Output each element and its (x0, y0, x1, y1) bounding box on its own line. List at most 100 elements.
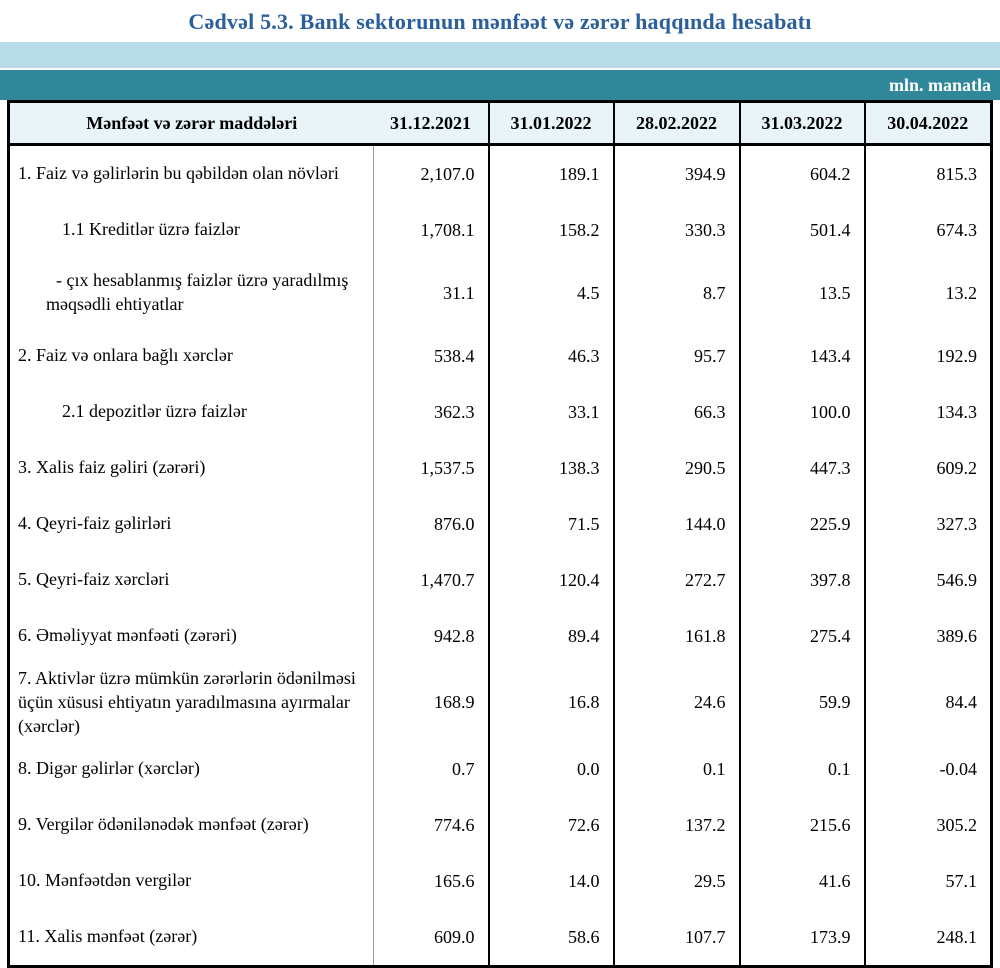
row-value: 1,537.5 (373, 440, 489, 496)
row-label: - çıx hesablanmış faizlər üzrə yaradılmı… (8, 258, 374, 328)
row-value: 290.5 (612, 440, 740, 496)
units-bar: mln. manatla (0, 70, 1000, 100)
row-value: 66.3 (612, 384, 740, 440)
units-label: mln. manatla (888, 75, 991, 95)
row-value: 604.2 (738, 144, 865, 202)
row-value: 89.4 (487, 608, 614, 664)
row-value: 58.6 (487, 909, 614, 967)
row-value: 161.8 (612, 608, 740, 664)
row-value: 272.7 (612, 552, 740, 608)
row-value: 8.7 (612, 258, 740, 328)
col-header-date-5: 30.04.2022 (863, 101, 992, 146)
row-value: 0.1 (612, 741, 740, 798)
table-row: 6. Əməliyyat mənfəəti (zərəri) 942.8 89.… (8, 608, 992, 664)
row-value: 362.3 (373, 384, 489, 440)
row-label: 3. Xalis faiz gəliri (zərəri) (8, 440, 374, 496)
row-value: 4.5 (487, 258, 614, 328)
row-value: 137.2 (612, 797, 740, 854)
row-value: 138.3 (487, 440, 614, 496)
row-label: 1.1 Kreditlər üzrə faizlər (8, 202, 374, 258)
row-value: 1,708.1 (373, 202, 489, 258)
col-header-date-2: 31.01.2022 (487, 101, 614, 146)
row-value: 41.6 (738, 853, 865, 910)
row-value: 173.9 (738, 909, 865, 967)
page-title: Cədvəl 5.3. Bank sektorunun mənfəət və z… (188, 9, 812, 34)
col-header-items: Mənfəət və zərər maddələri (8, 101, 374, 146)
row-value: 71.5 (487, 496, 614, 552)
table-row: 11. Xalis mənfəət (zərər) 609.0 58.6 107… (8, 909, 992, 967)
row-label: 1. Faiz və gəlirlərin bu qəbildən olan n… (8, 144, 374, 202)
row-label: 11. Xalis mənfəət (zərər) (8, 909, 374, 967)
header-row: Mənfəət və zərər maddələri 31.12.2021 31… (8, 101, 992, 146)
row-value: 876.0 (373, 496, 489, 552)
row-value: 14.0 (487, 853, 614, 910)
row-value: 16.8 (487, 664, 614, 742)
row-value: 327.3 (863, 496, 992, 552)
row-value: 189.1 (487, 144, 614, 202)
col-header-date-4: 31.03.2022 (738, 101, 865, 146)
table-row: 4. Qeyri-faiz gəlirləri 876.0 71.5 144.0… (8, 496, 992, 552)
row-value: 72.6 (487, 797, 614, 854)
row-label: 2.1 depozitlər üzrə faizlər (8, 384, 374, 440)
table-row: 8. Digər gəlirlər (xərclər) 0.7 0.0 0.1 … (8, 741, 992, 798)
row-value: 501.4 (738, 202, 865, 258)
table-row: 5. Qeyri-faiz xərcləri 1,470.7 120.4 272… (8, 552, 992, 608)
table-row: 2. Faiz və onlara bağlı xərclər 538.4 46… (8, 328, 992, 384)
row-value: 100.0 (738, 384, 865, 440)
row-value: 674.3 (863, 202, 992, 258)
row-value: 120.4 (487, 552, 614, 608)
row-value: 143.4 (738, 328, 865, 384)
row-value: 248.1 (863, 909, 992, 967)
row-value: 546.9 (863, 552, 992, 608)
row-value: 389.6 (863, 608, 992, 664)
row-value: 134.3 (863, 384, 992, 440)
row-label: 2. Faiz və onlara bağlı xərclər (8, 328, 374, 384)
decor-band-light (0, 42, 1000, 70)
row-value: 305.2 (863, 797, 992, 854)
row-value: 1,470.7 (373, 552, 489, 608)
row-value: 0.1 (738, 741, 865, 798)
table-row: 3. Xalis faiz gəliri (zərəri) 1,537.5 13… (8, 440, 992, 496)
row-value: 538.4 (373, 328, 489, 384)
table-row: 10. Mənfəətdən vergilər 165.6 14.0 29.5 … (8, 853, 992, 910)
row-value: 609.2 (863, 440, 992, 496)
table-row: 7. Aktivlər üzrə mümkün zərərlərin ödəni… (8, 664, 992, 742)
row-value: 29.5 (612, 853, 740, 910)
row-label: 6. Əməliyyat mənfəəti (zərəri) (8, 608, 374, 664)
profit-loss-table: Mənfəət və zərər maddələri 31.12.2021 31… (7, 100, 993, 968)
table-row: 2.1 depozitlər üzrə faizlər 362.3 33.1 6… (8, 384, 992, 440)
row-label: 9. Vergilər ödənilənədək mənfəət (zərər) (8, 797, 374, 854)
row-value: 0.7 (373, 741, 489, 798)
row-value: 225.9 (738, 496, 865, 552)
row-value: 0.0 (487, 741, 614, 798)
row-label: 4. Qeyri-faiz gəlirləri (8, 496, 374, 552)
table-row: - çıx hesablanmış faizlər üzrə yaradılmı… (8, 258, 992, 328)
row-value: 31.1 (373, 258, 489, 328)
row-value: 33.1 (487, 384, 614, 440)
row-value: 275.4 (738, 608, 865, 664)
row-value: 774.6 (373, 797, 489, 854)
row-label: 10. Mənfəətdən vergilər (8, 853, 374, 910)
row-value: 2,107.0 (373, 144, 489, 202)
row-value: -0.04 (863, 741, 992, 798)
row-value: 192.9 (863, 328, 992, 384)
row-value: 609.0 (373, 909, 489, 967)
row-label: 5. Qeyri-faiz xərcləri (8, 552, 374, 608)
row-value: 168.9 (373, 664, 489, 742)
row-label: 7. Aktivlər üzrə mümkün zərərlərin ödəni… (8, 664, 374, 742)
row-value: 107.7 (612, 909, 740, 967)
row-value: 215.6 (738, 797, 865, 854)
row-value: 59.9 (738, 664, 865, 742)
col-header-date-1: 31.12.2021 (373, 101, 489, 146)
row-value: 330.3 (612, 202, 740, 258)
table-row: 1. Faiz və gəlirlərin bu qəbildən olan n… (8, 144, 992, 202)
col-header-date-3: 28.02.2022 (612, 101, 740, 146)
row-value: 165.6 (373, 853, 489, 910)
row-label: 8. Digər gəlirlər (xərclər) (8, 741, 374, 798)
row-value: 46.3 (487, 328, 614, 384)
row-value: 158.2 (487, 202, 614, 258)
row-value: 84.4 (863, 664, 992, 742)
row-value: 95.7 (612, 328, 740, 384)
row-value: 447.3 (738, 440, 865, 496)
row-value: 144.0 (612, 496, 740, 552)
